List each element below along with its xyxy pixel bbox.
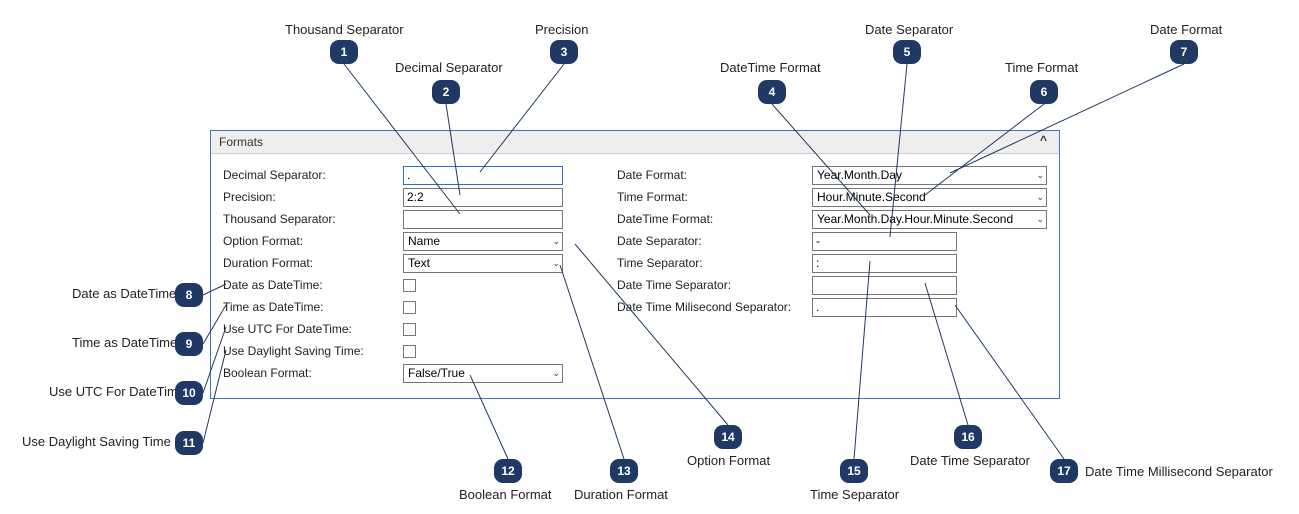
callout-label: Time Separator bbox=[810, 487, 899, 502]
decimal-separator-label: Decimal Separator: bbox=[223, 168, 403, 182]
precision-input[interactable] bbox=[403, 188, 563, 207]
datetime-format-label: DateTime Format: bbox=[617, 212, 812, 226]
date-format-value: Year.Month.Day bbox=[817, 168, 902, 182]
right-column: Date Format: Year.Month.Day ⌄ Time Forma… bbox=[617, 164, 1047, 384]
callout-bubble: 1 bbox=[330, 40, 358, 64]
callout-label: Thousand Separator bbox=[285, 22, 404, 37]
decimal-separator-input[interactable] bbox=[403, 166, 563, 185]
datetime-separator-label: Date Time Separator: bbox=[617, 278, 812, 292]
callout-bubble: 2 bbox=[432, 80, 460, 104]
datetime-ms-separator-label: Date Time Milisecond Separator: bbox=[617, 300, 812, 314]
callout-label: Time as DateTime bbox=[72, 335, 177, 350]
callout-bubble: 16 bbox=[954, 425, 982, 449]
callout-label: Date as DateTime bbox=[72, 286, 176, 301]
callout-label: Date Format bbox=[1150, 22, 1222, 37]
left-column: Decimal Separator: Precision: Thousand S… bbox=[223, 164, 617, 384]
time-format-select[interactable]: Hour.Minute.Second ⌄ bbox=[812, 188, 1047, 207]
chevron-down-icon: ⌄ bbox=[552, 368, 560, 379]
use-utc-label: Use UTC For DateTime: bbox=[223, 322, 403, 336]
callout-label: Date Time Millisecond Separator bbox=[1085, 464, 1273, 479]
date-separator-label: Date Separator: bbox=[617, 234, 812, 248]
datetime-separator-input[interactable] bbox=[812, 276, 957, 295]
chevron-down-icon: ⌄ bbox=[1036, 214, 1044, 225]
callout-label: Decimal Separator bbox=[395, 60, 503, 75]
thousand-separator-label: Thousand Separator: bbox=[223, 212, 403, 226]
duration-format-label: Duration Format: bbox=[223, 256, 403, 270]
datetime-ms-separator-input[interactable] bbox=[812, 298, 957, 317]
collapse-icon[interactable]: ^ bbox=[1040, 133, 1047, 147]
date-separator-input[interactable] bbox=[812, 232, 957, 251]
option-format-select[interactable]: Name ⌄ bbox=[403, 232, 563, 251]
callout-bubble: 11 bbox=[175, 431, 203, 455]
panel-body: Decimal Separator: Precision: Thousand S… bbox=[211, 154, 1059, 398]
time-as-datetime-label: Time as DateTime: bbox=[223, 300, 403, 314]
chevron-down-icon: ⌄ bbox=[552, 258, 560, 269]
option-format-label: Option Format: bbox=[223, 234, 403, 248]
chevron-down-icon: ⌄ bbox=[1036, 192, 1044, 203]
datetime-format-value: Year.Month.Day.Hour.Minute.Second bbox=[817, 212, 1013, 226]
time-separator-label: Time Separator: bbox=[617, 256, 812, 270]
date-as-datetime-checkbox[interactable] bbox=[403, 279, 416, 292]
date-format-label: Date Format: bbox=[617, 168, 812, 182]
precision-label: Precision: bbox=[223, 190, 403, 204]
callout-label: Time Format bbox=[1005, 60, 1078, 75]
callout-bubble: 13 bbox=[610, 459, 638, 483]
callout-label: Date Separator bbox=[865, 22, 953, 37]
chevron-down-icon: ⌄ bbox=[1036, 170, 1044, 181]
callout-label: Duration Format bbox=[574, 487, 668, 502]
panel-header: Formats ^ bbox=[211, 131, 1059, 154]
time-format-label: Time Format: bbox=[617, 190, 812, 204]
option-format-value: Name bbox=[408, 234, 440, 248]
callout-bubble: 17 bbox=[1050, 459, 1078, 483]
date-format-select[interactable]: Year.Month.Day ⌄ bbox=[812, 166, 1047, 185]
callout-bubble: 7 bbox=[1170, 40, 1198, 64]
panel-title: Formats bbox=[219, 135, 263, 149]
callout-label: Use Daylight Saving Time bbox=[22, 434, 171, 449]
callout-bubble: 14 bbox=[714, 425, 742, 449]
callout-label: Precision bbox=[535, 22, 588, 37]
use-dst-label: Use Daylight Saving Time: bbox=[223, 344, 403, 358]
time-separator-input[interactable] bbox=[812, 254, 957, 273]
callout-bubble: 10 bbox=[175, 381, 203, 405]
callout-label: Date Time Separator bbox=[910, 453, 1030, 468]
formats-panel: Formats ^ Decimal Separator: Precision: … bbox=[210, 130, 1060, 399]
duration-format-value: Text bbox=[408, 256, 430, 270]
callout-label: DateTime Format bbox=[720, 60, 821, 75]
date-as-datetime-label: Date as DateTime: bbox=[223, 278, 403, 292]
callout-bubble: 12 bbox=[494, 459, 522, 483]
callout-label: Use UTC For DateTime bbox=[49, 384, 185, 399]
callout-bubble: 9 bbox=[175, 332, 203, 356]
duration-format-select[interactable]: Text ⌄ bbox=[403, 254, 563, 273]
datetime-format-select[interactable]: Year.Month.Day.Hour.Minute.Second ⌄ bbox=[812, 210, 1047, 229]
thousand-separator-input[interactable] bbox=[403, 210, 563, 229]
boolean-format-label: Boolean Format: bbox=[223, 366, 403, 380]
time-format-value: Hour.Minute.Second bbox=[817, 190, 926, 204]
callout-bubble: 6 bbox=[1030, 80, 1058, 104]
boolean-format-value: False/True bbox=[408, 366, 465, 380]
callout-bubble: 5 bbox=[893, 40, 921, 64]
callout-label: Boolean Format bbox=[459, 487, 552, 502]
callout-label: Option Format bbox=[687, 453, 770, 468]
callout-bubble: 3 bbox=[550, 40, 578, 64]
boolean-format-select[interactable]: False/True ⌄ bbox=[403, 364, 563, 383]
chevron-down-icon: ⌄ bbox=[552, 236, 560, 247]
use-dst-checkbox[interactable] bbox=[403, 345, 416, 358]
callout-bubble: 15 bbox=[840, 459, 868, 483]
callout-bubble: 4 bbox=[758, 80, 786, 104]
use-utc-checkbox[interactable] bbox=[403, 323, 416, 336]
callout-bubble: 8 bbox=[175, 283, 203, 307]
time-as-datetime-checkbox[interactable] bbox=[403, 301, 416, 314]
